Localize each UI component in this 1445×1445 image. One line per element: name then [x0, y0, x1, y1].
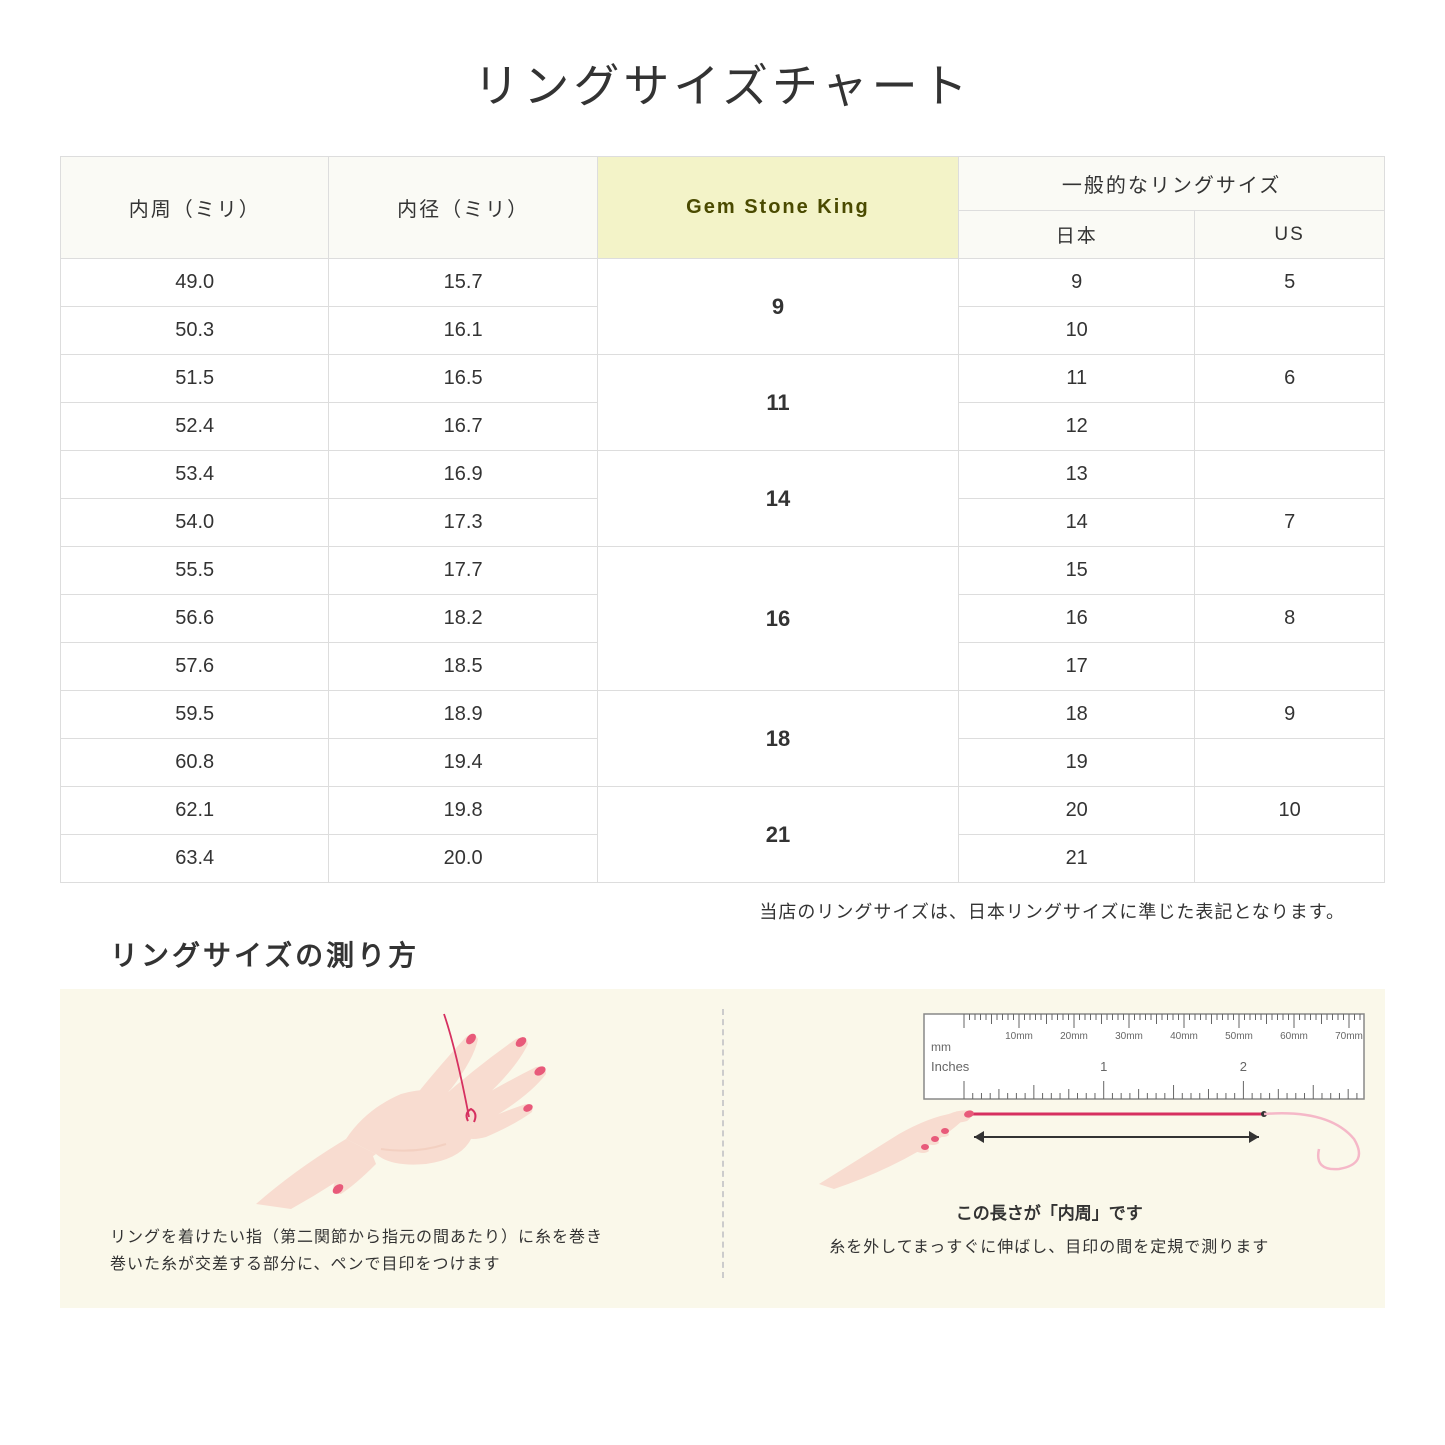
- svg-text:2: 2: [1240, 1059, 1247, 1074]
- cell-diameter: 16.9: [329, 451, 597, 499]
- cell-circumference: 55.5: [61, 547, 329, 595]
- table-row: 51.516.511116: [61, 355, 1385, 403]
- cell-diameter: 20.0: [329, 835, 597, 883]
- cell-gsk: 16: [597, 547, 958, 691]
- cell-us: [1195, 739, 1385, 787]
- cell-japan: 21: [959, 835, 1195, 883]
- cell-us: 7: [1195, 499, 1385, 547]
- cell-japan: 9: [959, 259, 1195, 307]
- hand-wrap-illustration: [216, 1009, 576, 1209]
- page-title: リングサイズチャート: [60, 50, 1385, 116]
- table-row: 62.119.8212010: [61, 787, 1385, 835]
- svg-text:1: 1: [1100, 1059, 1107, 1074]
- how-left-section: リングを着けたい指（第二関節から指元の間あたり）に糸を巻き 巻いた糸が交差する部…: [90, 1009, 702, 1278]
- cell-us: [1195, 307, 1385, 355]
- cell-japan: 19: [959, 739, 1195, 787]
- cell-diameter: 17.7: [329, 547, 597, 595]
- svg-text:40mm: 40mm: [1170, 1031, 1198, 1042]
- cell-us: 6: [1195, 355, 1385, 403]
- svg-text:50mm: 50mm: [1225, 1031, 1253, 1042]
- cell-diameter: 18.5: [329, 643, 597, 691]
- cell-us: 10: [1195, 787, 1385, 835]
- header-gsk: Gem Stone King: [597, 157, 958, 259]
- svg-text:20mm: 20mm: [1060, 1031, 1088, 1042]
- cell-japan: 14: [959, 499, 1195, 547]
- table-note: 当店のリングサイズは、日本リングサイズに準じた表記となります。: [60, 898, 1345, 924]
- table-row: 55.517.71615: [61, 547, 1385, 595]
- cell-circumference: 63.4: [61, 835, 329, 883]
- cell-circumference: 49.0: [61, 259, 329, 307]
- cell-circumference: 54.0: [61, 499, 329, 547]
- cell-circumference: 60.8: [61, 739, 329, 787]
- cell-japan: 13: [959, 451, 1195, 499]
- cell-us: 5: [1195, 259, 1385, 307]
- svg-text:mm: mm: [931, 1040, 951, 1054]
- how-to-panel: リングを着けたい指（第二関節から指元の間あたり）に糸を巻き 巻いた糸が交差する部…: [60, 989, 1385, 1308]
- cell-diameter: 19.8: [329, 787, 597, 835]
- table-row: 53.416.91413: [61, 451, 1385, 499]
- header-circumference: 内周（ミリ）: [61, 157, 329, 259]
- how-to-title: リングサイズの測り方: [110, 934, 1385, 974]
- cell-circumference: 62.1: [61, 787, 329, 835]
- ring-size-table: 内周（ミリ） 内径（ミリ） Gem Stone King 一般的なリングサイズ …: [60, 156, 1385, 883]
- cell-us: 9: [1195, 691, 1385, 739]
- cell-circumference: 51.5: [61, 355, 329, 403]
- cell-japan: 20: [959, 787, 1195, 835]
- ruler-illustration: 10mm20mm30mm40mm50mm60mm70mm mm Inches 1…: [809, 1009, 1289, 1224]
- cell-diameter: 16.1: [329, 307, 597, 355]
- cell-japan: 10: [959, 307, 1195, 355]
- header-us: US: [1195, 211, 1385, 259]
- cell-japan: 16: [959, 595, 1195, 643]
- svg-text:60mm: 60mm: [1280, 1031, 1308, 1042]
- cell-us: [1195, 547, 1385, 595]
- cell-japan: 11: [959, 355, 1195, 403]
- cell-gsk: 21: [597, 787, 958, 883]
- cell-gsk: 14: [597, 451, 958, 547]
- cell-diameter: 18.2: [329, 595, 597, 643]
- cell-japan: 15: [959, 547, 1195, 595]
- cell-gsk: 9: [597, 259, 958, 355]
- cell-japan: 12: [959, 403, 1195, 451]
- how-right-section: 10mm20mm30mm40mm50mm60mm70mm mm Inches 1…: [744, 1009, 1356, 1278]
- cell-us: 8: [1195, 595, 1385, 643]
- svg-text:10mm: 10mm: [1005, 1031, 1033, 1042]
- cell-japan: 17: [959, 643, 1195, 691]
- how-right-text: 糸を外してまっすぐに伸ばし、目印の間を定規で測ります: [744, 1234, 1356, 1261]
- cell-diameter: 15.7: [329, 259, 597, 307]
- cell-us: [1195, 403, 1385, 451]
- cell-diameter: 16.7: [329, 403, 597, 451]
- cell-circumference: 53.4: [61, 451, 329, 499]
- cell-japan: 18: [959, 691, 1195, 739]
- how-left-text: リングを着けたい指（第二関節から指元の間あたり）に糸を巻き 巻いた糸が交差する部…: [90, 1224, 702, 1278]
- cell-diameter: 17.3: [329, 499, 597, 547]
- cell-diameter: 16.5: [329, 355, 597, 403]
- cell-us: [1195, 451, 1385, 499]
- cell-diameter: 19.4: [329, 739, 597, 787]
- cell-us: [1195, 835, 1385, 883]
- cell-diameter: 18.9: [329, 691, 597, 739]
- svg-text:Inches: Inches: [931, 1059, 970, 1074]
- svg-text:30mm: 30mm: [1115, 1031, 1143, 1042]
- cell-circumference: 57.6: [61, 643, 329, 691]
- cell-circumference: 59.5: [61, 691, 329, 739]
- cell-circumference: 52.4: [61, 403, 329, 451]
- header-general: 一般的なリングサイズ: [959, 157, 1385, 211]
- panel-divider: [722, 1009, 724, 1278]
- svg-text:70mm: 70mm: [1335, 1031, 1363, 1042]
- header-japan: 日本: [959, 211, 1195, 259]
- header-diameter: 内径（ミリ）: [329, 157, 597, 259]
- table-row: 59.518.918189: [61, 691, 1385, 739]
- arrow-label: この長さが「内周」です: [809, 1199, 1289, 1224]
- cell-circumference: 50.3: [61, 307, 329, 355]
- cell-circumference: 56.6: [61, 595, 329, 643]
- table-row: 49.015.7995: [61, 259, 1385, 307]
- cell-gsk: 11: [597, 355, 958, 451]
- cell-us: [1195, 643, 1385, 691]
- cell-gsk: 18: [597, 691, 958, 787]
